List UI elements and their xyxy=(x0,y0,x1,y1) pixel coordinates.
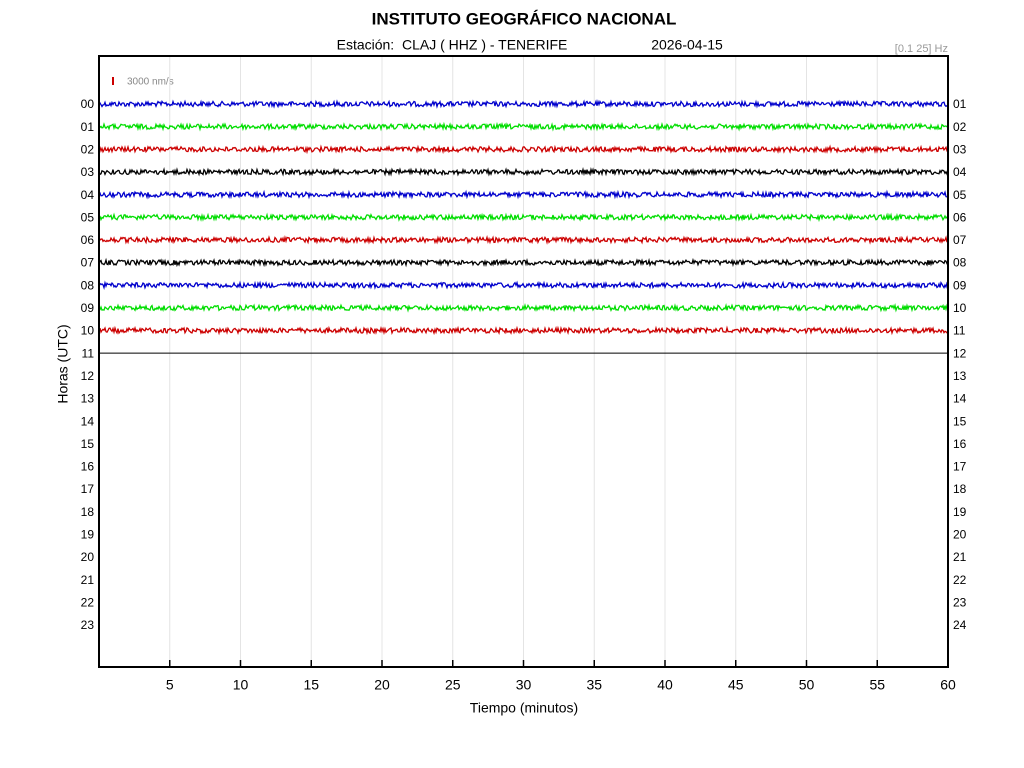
trace xyxy=(98,166,949,177)
hour-label-left: 19 xyxy=(81,528,95,542)
hour-label-right: 23 xyxy=(953,595,967,609)
trace xyxy=(98,325,949,336)
hour-label-right: 01 xyxy=(953,97,967,111)
hour-label-left: 12 xyxy=(81,369,95,383)
hour-label-right: 04 xyxy=(953,165,967,179)
hour-label-left: 16 xyxy=(81,460,95,474)
x-tick-label: 30 xyxy=(516,677,532,693)
hour-label-right: 21 xyxy=(953,550,967,564)
hour-label-left: 08 xyxy=(81,278,95,292)
hour-label-left: 22 xyxy=(81,595,95,609)
hour-label-right: 02 xyxy=(953,120,967,134)
hour-label-right: 03 xyxy=(953,142,967,156)
hour-label-right: 24 xyxy=(953,618,967,632)
trace xyxy=(98,280,949,290)
hour-label-right: 08 xyxy=(953,256,967,270)
hour-label-right: 20 xyxy=(953,528,967,542)
x-tick-label: 15 xyxy=(303,677,319,693)
hour-label-right: 14 xyxy=(953,392,967,406)
hour-label-right: 09 xyxy=(953,278,967,292)
hour-label-left: 15 xyxy=(81,437,95,451)
x-tick-label: 20 xyxy=(374,677,390,693)
scale-label: 3000 nm/s xyxy=(127,77,174,88)
hour-label-right: 11 xyxy=(953,324,966,338)
x-tick-label: 55 xyxy=(869,677,885,693)
hour-label-left: 00 xyxy=(81,97,95,111)
hour-label-right: 10 xyxy=(953,301,967,315)
trace xyxy=(98,302,949,313)
hour-label-left: 21 xyxy=(81,573,95,587)
trace xyxy=(98,144,949,155)
hour-label-left: 01 xyxy=(81,120,95,134)
x-tick-label: 25 xyxy=(445,677,461,693)
hour-label-right: 22 xyxy=(953,573,967,587)
chart-title: INSTITUTO GEOGRÁFICO NACIONAL xyxy=(372,9,677,28)
hour-label-left: 20 xyxy=(81,550,95,564)
hour-label-left: 07 xyxy=(81,256,95,270)
hour-label-left: 10 xyxy=(81,324,95,338)
hour-label-left: 14 xyxy=(81,414,95,428)
x-tick-label: 5 xyxy=(166,677,174,693)
hour-label-right: 17 xyxy=(953,460,967,474)
trace xyxy=(98,235,949,245)
hour-label-left: 11 xyxy=(82,346,95,360)
hour-label-right: 12 xyxy=(953,346,967,360)
hour-label-left: 13 xyxy=(81,392,95,406)
hour-label-right: 05 xyxy=(953,188,967,202)
hour-label-left: 23 xyxy=(81,618,95,632)
x-tick-label: 60 xyxy=(940,677,956,693)
hour-label-left: 06 xyxy=(81,233,95,247)
trace xyxy=(98,99,949,109)
trace xyxy=(98,189,949,200)
hour-label-right: 18 xyxy=(953,482,967,496)
trace xyxy=(98,257,949,268)
date: 2026-04-15 xyxy=(651,37,723,53)
hour-label-left: 05 xyxy=(81,210,95,224)
scale-bar xyxy=(112,77,114,85)
hour-label-left: 17 xyxy=(81,482,95,496)
y-axis-label: Horas (UTC) xyxy=(55,324,71,403)
x-tick-label: 35 xyxy=(586,677,602,693)
station: Estación: CLAJ ( HHZ ) - TENERIFE xyxy=(337,37,568,53)
trace xyxy=(98,121,949,132)
x-tick-label: 50 xyxy=(799,677,815,693)
x-axis-label: Tiempo (minutos) xyxy=(470,700,578,716)
hour-label-right: 06 xyxy=(953,210,967,224)
x-tick-label: 45 xyxy=(728,677,744,693)
hour-label-right: 15 xyxy=(953,414,967,428)
hour-label-right: 16 xyxy=(953,437,967,451)
filter: [0.1 25] Hz xyxy=(895,43,948,55)
hour-label-right: 13 xyxy=(953,369,967,383)
hour-label-left: 02 xyxy=(81,142,95,156)
trace xyxy=(99,212,949,223)
hour-label-left: 03 xyxy=(81,165,95,179)
hour-label-left: 04 xyxy=(81,188,95,202)
x-tick-label: 40 xyxy=(657,677,673,693)
hour-label-right: 07 xyxy=(953,233,967,247)
plot-frame xyxy=(98,55,949,668)
hour-label-left: 18 xyxy=(81,505,95,519)
hour-label-left: 09 xyxy=(81,301,95,315)
x-tick-label: 10 xyxy=(233,677,249,693)
hour-label-right: 19 xyxy=(953,505,967,519)
